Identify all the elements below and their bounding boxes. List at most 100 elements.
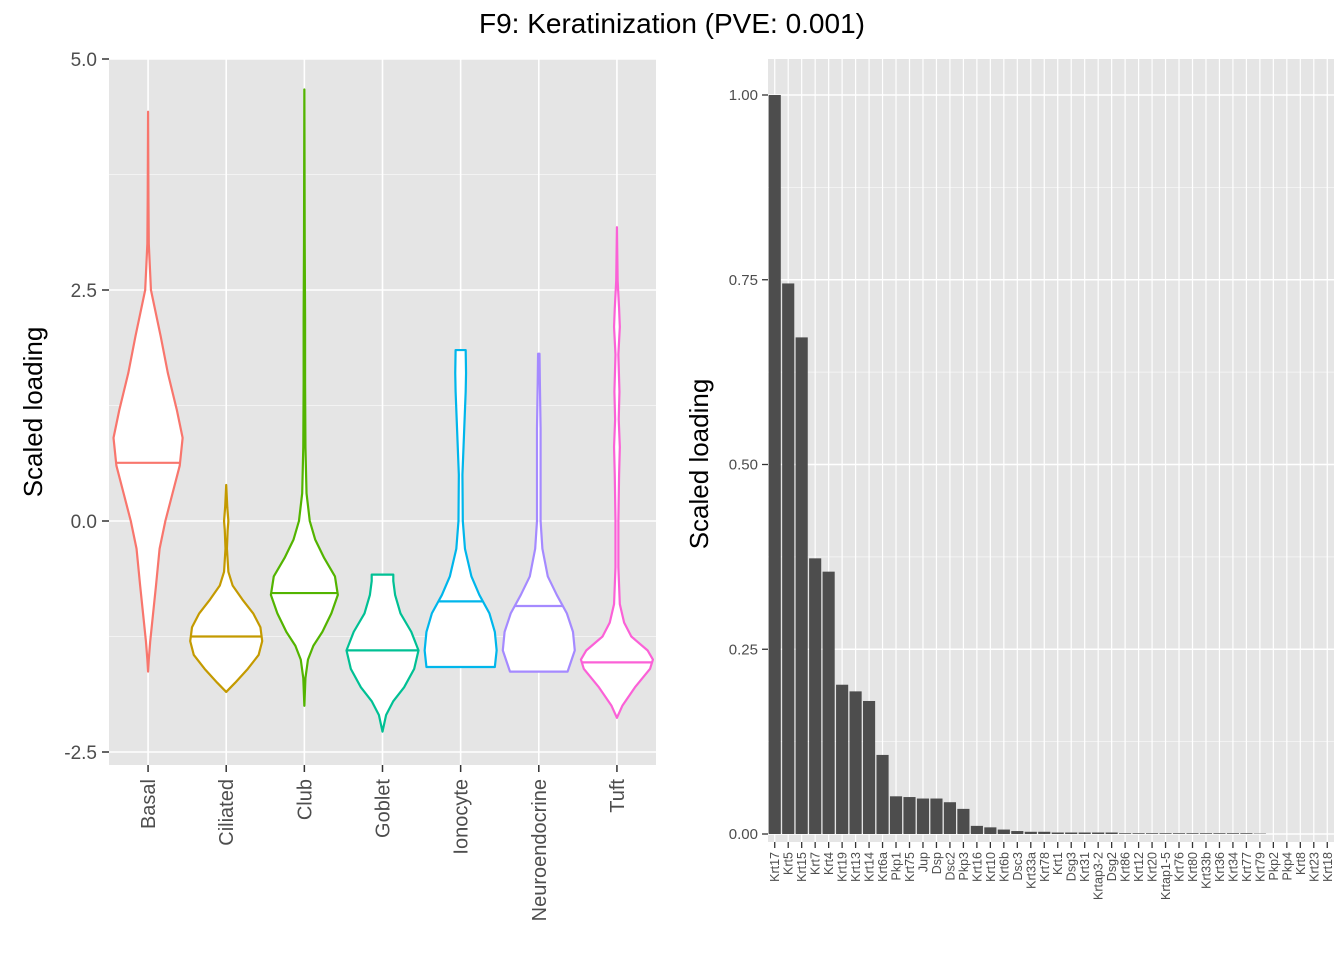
bar-x-tick-label: Pkp3 [957, 852, 971, 881]
bar-x-tick-label: Jup [916, 852, 930, 872]
bar-x-tick-label: Krt34 [1226, 852, 1240, 882]
bar-krt19 [836, 684, 849, 834]
bar-x-tick-label: Krt14 [863, 852, 877, 882]
bar-x-tick-label: Krt6a [876, 852, 890, 882]
bar-krt78 [1038, 831, 1051, 834]
bar-y-tick-label: 0.25 [729, 641, 758, 658]
bar-x-tick-label: Krt86 [1119, 852, 1133, 882]
bar-krt80 [1186, 833, 1199, 834]
violin-chart: -2.5 0.0 2.5 5.0 Basal Ciliated Club Goblet Ion… [18, 50, 656, 921]
bar-krt5 [782, 283, 795, 834]
bar-x-tick-label: Krt77 [1240, 852, 1254, 882]
bar-x-tick-label: Krt36 [1213, 852, 1227, 882]
violin-club [269, 88, 339, 707]
bar-krt15 [795, 337, 808, 834]
bar-chart: 0.000.250.500.751.00 Krt17 Krt5 Krt15 Krt7 K… [684, 59, 1335, 900]
bar-dsc3 [1011, 831, 1024, 834]
violin-x-axis: Basal Ciliated Club Goblet Ionocyte Neuroendo… [138, 765, 629, 921]
bar-krt75 [903, 797, 916, 834]
bar-pkp1 [889, 796, 903, 834]
bar-x-tick-label: Pkp2 [1267, 852, 1281, 881]
bar-x-tick-label: Krt16 [970, 852, 984, 882]
bar-x-tick-label: Krt78 [1038, 852, 1052, 882]
bar-x-tick-label: Krtap3-2 [1092, 852, 1106, 900]
violin-series [112, 88, 655, 733]
bar-krt14 [863, 700, 876, 834]
bar-krt17 [768, 95, 781, 834]
violin-y-axis-title: Scaled loading [18, 327, 48, 498]
bar-krt20 [1146, 833, 1159, 834]
bar-x-tick-label: Dsg2 [1105, 852, 1119, 881]
bar-y-tick-label: 0.00 [729, 826, 758, 843]
bar-x-tick-label: Krt13 [849, 852, 863, 882]
bar-krt33b [1199, 833, 1213, 834]
bar-krt86 [1119, 833, 1132, 834]
bar-x-tick-label: Krt4 [822, 852, 836, 875]
bar-krt1 [1051, 832, 1064, 834]
bar-x-tick-label: Krt5 [782, 852, 796, 875]
bar-x-tick-label: Krt79 [1253, 852, 1267, 882]
bar-x-tick-label: Krt10 [984, 852, 998, 882]
bar-x-tick-label: Krt8 [1294, 852, 1308, 875]
bar-x-tick-label: Dsc2 [943, 852, 957, 881]
violin-basal [112, 110, 184, 673]
bar-x-tick-label: Krtap1-5 [1159, 852, 1173, 900]
violin-x-tick-label: Goblet [373, 779, 395, 838]
bar-y-axis-title: Scaled loading [684, 379, 714, 550]
violin-x-tick-label: Club [294, 779, 316, 820]
violin-y-tick-label: 2.5 [71, 281, 97, 302]
bar-krt7 [809, 558, 822, 834]
bar-y-tick-label: 0.50 [729, 457, 758, 474]
violin-x-tick-label: Tuft [607, 779, 629, 813]
bar-dsg2 [1105, 832, 1118, 834]
bar-krt31 [1078, 832, 1091, 834]
bar-x-axis: Krt17 Krt5 Krt15 Krt7 Krt4 Krt19 Krt13 Krt14 Krt… [768, 842, 1335, 900]
bar-x-tick-label: Krt18 [1321, 852, 1335, 882]
bar-krtap1-5 [1159, 833, 1172, 834]
bar-x-tick-label: Krt15 [795, 852, 809, 882]
bar-krt34 [1226, 833, 1239, 834]
bar-x-tick-label: Dsc3 [1011, 852, 1025, 881]
bar-x-tick-label: Krt1 [1051, 852, 1065, 875]
violin-y-axis: -2.5 0.0 2.5 5.0 [64, 50, 109, 764]
bar-x-tick-label: Dsg3 [1065, 852, 1079, 881]
bar-krt33a [1024, 831, 1037, 834]
bar-dsp [930, 798, 943, 834]
figure-title: F9: Keratinization (PVE: 0.001) [479, 8, 865, 39]
bar-x-tick-label: Krt80 [1186, 852, 1200, 882]
violin-x-tick-label: Ciliated [216, 779, 238, 846]
bar-series [768, 95, 1266, 834]
bar-x-tick-label: Krt23 [1307, 852, 1321, 882]
bar-x-tick-label: Pkp1 [890, 852, 904, 881]
bar-pkp3 [957, 808, 970, 834]
violin-tuft [579, 226, 655, 719]
bar-x-tick-label: Krt33a [1024, 852, 1038, 889]
bar-panel-background [768, 59, 1334, 842]
violin-x-tick-label: Ionocyte [451, 779, 473, 855]
bar-x-tick-label: Krt19 [836, 852, 850, 882]
bar-x-tick-label: Krt6b [997, 852, 1011, 882]
bar-krt6a [876, 754, 889, 834]
bar-x-tick-label: Krt76 [1173, 852, 1187, 882]
bar-x-tick-label: Krt7 [809, 852, 823, 875]
bar-x-tick-label: Krt12 [1132, 852, 1146, 882]
bar-krt13 [849, 691, 862, 834]
violin-ionocyte [423, 348, 498, 669]
bar-y-tick-label: 0.75 [729, 272, 758, 289]
bar-x-tick-label: Krt33b [1199, 852, 1213, 889]
violin-ciliated [189, 483, 264, 694]
violin-neuroendocrine [501, 352, 576, 673]
violin-y-tick-label: 5.0 [71, 50, 97, 71]
bar-x-tick-label: Krt17 [768, 852, 782, 882]
violin-goblet [345, 573, 420, 733]
bar-y-tick-label: 1.00 [729, 87, 758, 104]
bar-krt6b [997, 829, 1010, 834]
bar-dsg3 [1065, 832, 1078, 834]
bar-krtap3-2 [1092, 832, 1105, 834]
bar-y-axis: 0.00 0.25 0.50 0.75 1.00 [729, 87, 768, 843]
bar-krt10 [984, 827, 997, 834]
bar-x-tick-label: Krt20 [1146, 852, 1160, 882]
bar-x-tick-label: Dsp [930, 852, 944, 874]
